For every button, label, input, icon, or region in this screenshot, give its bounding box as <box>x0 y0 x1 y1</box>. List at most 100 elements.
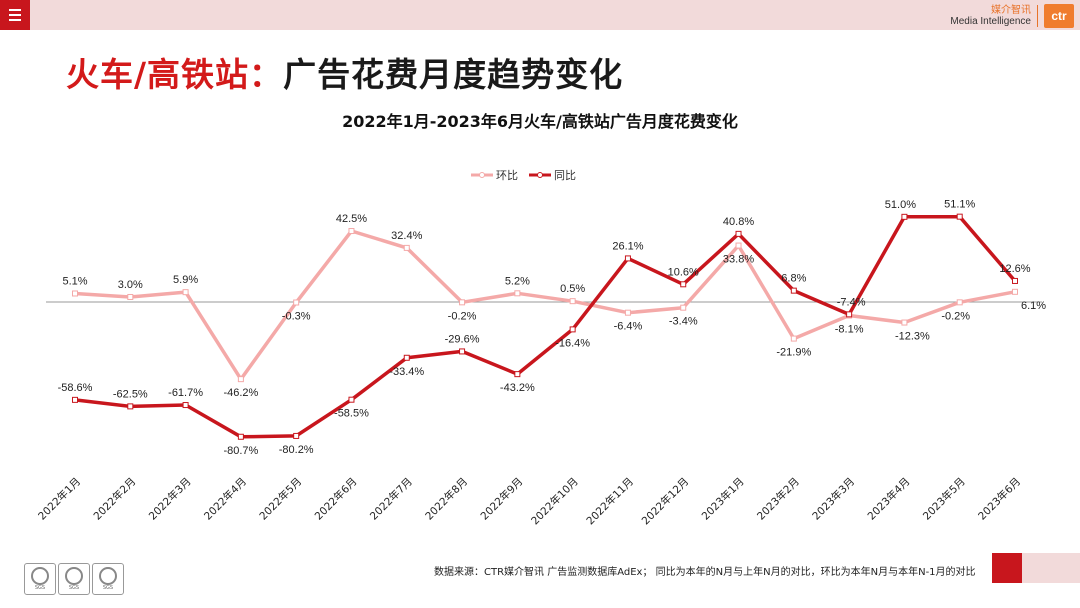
point-yoy-17 <box>1012 277 1018 284</box>
point-mom-9 <box>569 298 576 305</box>
point-yoy-4 <box>293 432 300 439</box>
x-tick-label: 2023年6月 <box>975 475 1023 523</box>
x-tick-label: 2022年12月 <box>639 475 691 527</box>
brand-name-cn: 媒介智讯 <box>991 5 1031 16</box>
data-source-note: 数据来源：CTR媒介智讯 广告监测数据库AdEx； 同比为本年的N月与上年N月的… <box>434 567 976 578</box>
point-yoy-5 <box>348 396 355 403</box>
data-label-yoy-14: -7.4% <box>837 296 866 308</box>
series-line-yoy <box>74 214 1017 439</box>
legend-marker-1 <box>537 172 543 178</box>
page-title-accent: 火车/高铁站： <box>66 55 284 94</box>
data-label-yoy-10: 26.1% <box>612 240 643 252</box>
point-mom-2 <box>182 289 189 296</box>
point-mom-16 <box>956 299 963 306</box>
data-label-mom-0: 5.1% <box>62 275 87 287</box>
point-yoy-15 <box>901 213 908 220</box>
legend-label-1: 同比 <box>554 169 576 182</box>
chart-title: 2022年1月-2023年6月火车/高铁站广告月度花费变化 <box>342 112 738 131</box>
point-yoy-0 <box>72 396 78 403</box>
x-tick-label: 2022年6月 <box>312 475 360 523</box>
data-label-yoy-15: 51.0% <box>885 199 916 211</box>
data-label-yoy-9: -16.4% <box>555 337 590 349</box>
data-label-mom-15: -12.3% <box>895 331 930 343</box>
data-label-mom-12: 33.8% <box>723 254 754 266</box>
data-label-mom-11: -3.4% <box>669 316 698 328</box>
x-tick-label: 2022年11月 <box>584 475 636 527</box>
data-label-yoy-3: -80.7% <box>223 445 258 457</box>
x-tick-label: 2022年3月 <box>146 475 194 523</box>
menu-icon[interactable] <box>0 0 30 30</box>
data-label-yoy-0: -58.6% <box>58 382 93 394</box>
data-label-mom-5: 42.5% <box>336 213 367 225</box>
page-title: 火车/高铁站：广告花费月度趋势变化 <box>66 48 623 96</box>
data-label-yoy-12: 40.8% <box>723 216 754 228</box>
point-mom-7 <box>459 299 466 306</box>
data-label-yoy-17: 12.6% <box>999 263 1030 275</box>
point-yoy-10 <box>624 255 631 262</box>
data-label-yoy-6: -33.4% <box>389 366 424 378</box>
data-label-yoy-5: -58.5% <box>334 408 369 420</box>
brand-name-en: Media Intelligence <box>950 16 1031 27</box>
point-yoy-13 <box>790 287 797 294</box>
x-tick-label: 2022年8月 <box>423 475 471 523</box>
data-label-mom-3: -46.2% <box>223 387 258 399</box>
point-mom-3 <box>237 376 244 383</box>
data-label-yoy-11: 10.6% <box>668 266 699 278</box>
point-mom-5 <box>348 228 355 235</box>
data-label-mom-2: 5.9% <box>173 274 198 286</box>
x-tick-label: 2022年2月 <box>91 475 139 523</box>
point-mom-10 <box>624 309 631 316</box>
data-label-yoy-13: 6.8% <box>781 273 806 285</box>
point-mom-17 <box>1012 288 1018 295</box>
data-label-mom-14: -8.1% <box>835 324 864 336</box>
x-tick-label: 2022年4月 <box>201 475 249 523</box>
data-label-mom-4: -0.3% <box>282 311 311 323</box>
data-label-yoy-2: -61.7% <box>168 387 203 399</box>
x-tick-label: 2022年10月 <box>528 475 580 527</box>
ctr-logo: ctr <box>1044 4 1074 28</box>
data-label-mom-17: 6.1% <box>1021 300 1046 312</box>
point-mom-11 <box>680 304 687 311</box>
point-yoy-7 <box>459 348 466 355</box>
data-label-mom-16: -0.2% <box>941 310 970 322</box>
data-label-yoy-1: -62.5% <box>113 388 148 400</box>
point-mom-15 <box>901 319 908 326</box>
point-mom-1 <box>127 293 134 300</box>
x-tick-label: 2022年9月 <box>478 475 526 523</box>
point-yoy-3 <box>237 433 244 440</box>
footer-red-block <box>992 553 1022 583</box>
point-mom-4 <box>293 299 300 306</box>
x-tick-label: 2023年5月 <box>920 475 968 523</box>
data-label-mom-6: 32.4% <box>391 230 422 242</box>
legend-marker-0 <box>479 172 485 178</box>
sgs-seal-icon: SGS <box>92 563 124 595</box>
page-title-main: 广告花费月度趋势变化 <box>283 55 624 94</box>
sgs-seal-icon: SGS <box>24 563 56 595</box>
point-mom-0 <box>72 290 78 297</box>
point-yoy-6 <box>403 354 410 361</box>
x-tick-label: 2022年1月 <box>35 475 83 523</box>
x-tick-label: 2023年1月 <box>699 475 747 523</box>
point-yoy-11 <box>680 281 687 288</box>
x-tick-label: 2023年3月 <box>810 475 858 523</box>
data-label-mom-13: -21.9% <box>776 347 811 359</box>
x-tick-label: 2023年4月 <box>865 475 913 523</box>
sgs-seal-icon: SGS <box>58 563 90 595</box>
point-mom-8 <box>514 290 521 297</box>
top-bar <box>0 0 1080 30</box>
point-yoy-12 <box>735 230 742 237</box>
data-label-mom-9: 0.5% <box>560 283 585 295</box>
point-yoy-9 <box>569 326 576 333</box>
point-mom-13 <box>790 335 797 342</box>
data-label-mom-1: 3.0% <box>118 279 143 291</box>
data-label-mom-10: -6.4% <box>614 321 643 333</box>
data-label-yoy-4: -80.2% <box>279 444 314 456</box>
brand-separator <box>1037 5 1038 27</box>
point-yoy-1 <box>127 403 134 410</box>
x-tick-label: 2022年5月 <box>257 475 305 523</box>
point-yoy-2 <box>182 402 189 409</box>
data-label-yoy-7: -29.6% <box>445 333 480 345</box>
x-tick-label: 2023年2月 <box>754 475 802 523</box>
data-label-yoy-8: -43.2% <box>500 382 535 394</box>
